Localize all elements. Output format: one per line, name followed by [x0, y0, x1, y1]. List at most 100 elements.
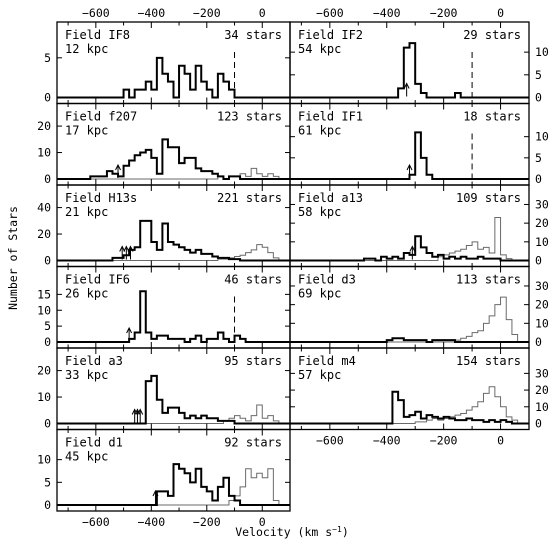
x-tick-label-top: −400 — [373, 6, 401, 20]
x-axis-title-close: ) — [342, 525, 349, 539]
y-tick-label: 10 — [535, 130, 549, 144]
velocity-arrow-head — [126, 326, 133, 334]
x-axis-title: Velocity (km s−1) — [235, 525, 349, 539]
y-tick-label: 0 — [44, 417, 51, 431]
x-tick-label-top: −200 — [430, 6, 458, 20]
y-tick-label: 5 — [44, 51, 51, 65]
y-tick-label: 30 — [535, 279, 549, 293]
y-tick-label: 20 — [37, 364, 51, 378]
histogram-primary-series — [57, 374, 290, 425]
y-tick-label: 0 — [44, 254, 51, 268]
panel-field-name: Field f207 — [65, 110, 137, 124]
panel-field-name: Field IF8 — [65, 28, 130, 42]
velocity-arrow-head — [406, 163, 413, 171]
histogram-secondary-series — [290, 296, 529, 343]
y-tick-label: 0 — [44, 91, 51, 105]
y-tick-label: 10 — [535, 235, 549, 249]
y-tick-label: 0 — [535, 335, 542, 349]
panel-field-name: Field d1 — [65, 436, 123, 450]
panel-field-name: Field IF1 — [298, 110, 363, 124]
velocity-arrow-head — [131, 408, 138, 415]
y-tick-label: 20 — [37, 227, 51, 241]
y-tick-label: 20 — [37, 119, 51, 133]
histogram-primary-series — [57, 463, 290, 506]
panel-field-name: Field IF2 — [298, 28, 363, 42]
histogram-primary-series — [57, 219, 290, 262]
panel-distance: 21 kpc — [65, 205, 108, 219]
histogram-primary-series — [290, 42, 529, 99]
x-tick-label-top: −200 — [193, 6, 221, 20]
x-tick-label-top: −400 — [137, 6, 165, 20]
histogram-secondary-series — [57, 167, 290, 180]
histogram-primary-series — [290, 337, 529, 343]
x-axis-title-main: Velocity (km s — [235, 525, 332, 539]
histogram-primary-series — [57, 56, 290, 99]
y-tick-label: 30 — [535, 197, 549, 211]
panel-star-count: 29 stars — [463, 28, 521, 42]
y-tick-label: 10 — [535, 400, 549, 414]
y-tick-label: 5 — [535, 68, 542, 82]
velocity-arrow-head — [409, 245, 416, 252]
y-tick-label: 40 — [37, 201, 51, 215]
x-tick-label-top: −600 — [82, 6, 110, 20]
panel-distance: 33 kpc — [65, 368, 108, 382]
histogram-primary-series — [290, 390, 529, 425]
panel-star-count: 221 stars — [217, 191, 282, 205]
y-tick-label: 20 — [535, 216, 549, 230]
x-tick-label-bottom: 0 — [497, 434, 504, 448]
histogram-primary-series — [57, 138, 290, 180]
panel-star-count: 154 stars — [456, 354, 521, 368]
velocity-arrow-head — [137, 408, 144, 415]
panel-distance: 57 kpc — [298, 368, 341, 382]
x-tick-label-bottom: −400 — [137, 515, 165, 529]
y-tick-label: 0 — [535, 172, 542, 186]
y-tick-label: 20 — [535, 298, 549, 312]
y-tick-label: 10 — [37, 390, 51, 404]
panel-frame — [289, 347, 530, 431]
panel-field-name: Field H13s — [65, 191, 137, 205]
y-tick-label: 10 — [535, 316, 549, 330]
panel-distance: 54 kpc — [298, 42, 341, 56]
y-tick-label: 0 — [535, 91, 542, 105]
y-axis-title: Number of Stars — [6, 206, 20, 310]
panel-distance: 26 kpc — [65, 287, 108, 301]
panel-star-count: 92 stars — [224, 436, 282, 450]
panel-field-name: Field d3 — [298, 273, 356, 287]
y-tick-label: 5 — [535, 151, 542, 165]
x-tick-label-bottom: 0 — [259, 515, 266, 529]
panel-field-name: Field m4 — [298, 354, 356, 368]
y-tick-label: 0 — [44, 172, 51, 186]
velocity-arrow-head — [123, 245, 130, 252]
panel-distance: 69 kpc — [298, 287, 341, 301]
panel-star-count: 113 stars — [456, 273, 521, 287]
histogram-primary-series — [290, 235, 529, 262]
x-tick-label-bottom: −600 — [316, 434, 344, 448]
y-tick-label: 10 — [535, 45, 549, 59]
x-tick-label-bottom: −200 — [193, 515, 221, 529]
velocity-arrow-head — [119, 245, 126, 252]
velocity-arrow-head — [152, 489, 159, 497]
panel-star-count: 46 stars — [224, 273, 282, 287]
y-tick-label: 30 — [535, 366, 549, 380]
y-tick-label: 10 — [37, 453, 51, 467]
x-axis-title-unit-exponent: −1 — [332, 525, 342, 534]
velocity-arrow-head — [403, 82, 410, 89]
histogram-primary-series — [290, 131, 529, 180]
y-tick-label: 0 — [535, 417, 542, 431]
velocity-arrow-head — [134, 408, 141, 415]
panel-star-count: 34 stars — [224, 28, 282, 42]
panel-distance: 58 kpc — [298, 205, 341, 219]
y-tick-label: 5 — [44, 475, 51, 489]
panel-frame — [56, 428, 291, 512]
x-tick-label-top: −600 — [316, 6, 344, 20]
panel-star-count: 95 stars — [224, 354, 282, 368]
y-tick-label: 15 — [37, 287, 51, 301]
panel-star-count: 109 stars — [456, 191, 521, 205]
